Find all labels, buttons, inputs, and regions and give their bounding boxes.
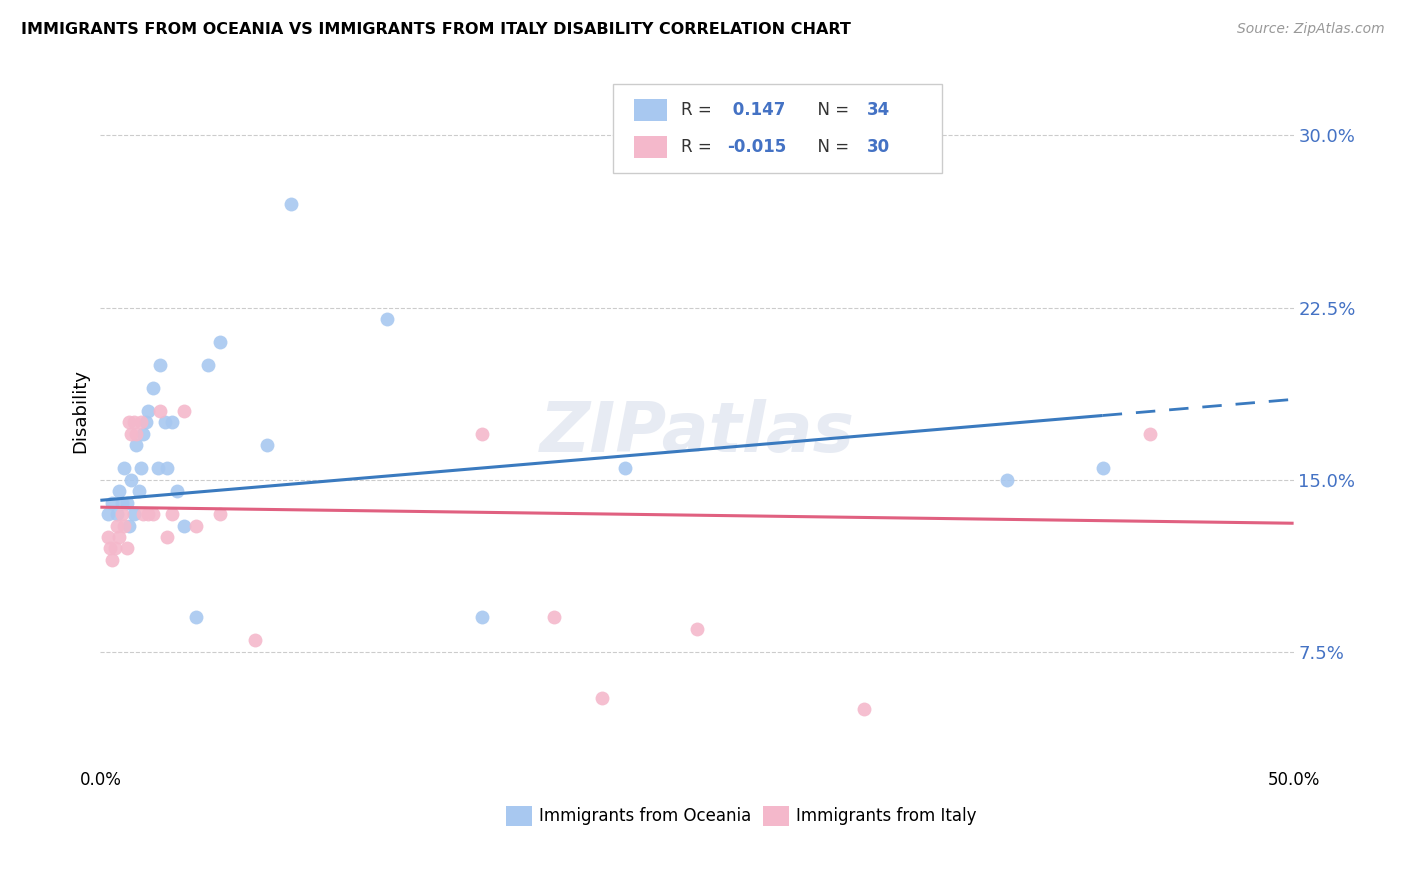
Point bbox=[184, 610, 207, 624]
Point bbox=[98, 541, 121, 556]
Point bbox=[197, 358, 219, 372]
Point bbox=[105, 518, 128, 533]
Text: ZIPatlas: ZIPatlas bbox=[540, 399, 855, 466]
Point bbox=[112, 461, 135, 475]
Point bbox=[115, 495, 138, 509]
Point bbox=[101, 553, 124, 567]
Text: R =: R = bbox=[682, 101, 717, 119]
Point bbox=[132, 507, 155, 521]
Point bbox=[1091, 461, 1114, 475]
Text: Immigrants from Italy: Immigrants from Italy bbox=[796, 806, 977, 824]
Point bbox=[136, 507, 159, 521]
Point bbox=[142, 381, 165, 395]
Text: Source: ZipAtlas.com: Source: ZipAtlas.com bbox=[1237, 22, 1385, 37]
Point bbox=[149, 404, 172, 418]
Point bbox=[129, 415, 152, 429]
Text: -0.015: -0.015 bbox=[727, 138, 786, 156]
Point bbox=[118, 518, 141, 533]
Point bbox=[156, 461, 179, 475]
Point bbox=[108, 484, 131, 499]
Point bbox=[153, 415, 176, 429]
Point bbox=[160, 507, 183, 521]
Point bbox=[375, 312, 398, 326]
Point bbox=[128, 484, 150, 499]
Point bbox=[115, 541, 138, 556]
Point bbox=[471, 426, 494, 441]
Point bbox=[280, 197, 302, 211]
FancyBboxPatch shape bbox=[634, 99, 668, 120]
Point bbox=[256, 438, 278, 452]
Point bbox=[245, 633, 267, 648]
Point bbox=[112, 518, 135, 533]
Y-axis label: Disability: Disability bbox=[72, 368, 89, 453]
Point bbox=[146, 461, 169, 475]
FancyBboxPatch shape bbox=[506, 805, 533, 825]
Text: N =: N = bbox=[807, 101, 853, 119]
Text: 0.147: 0.147 bbox=[727, 101, 785, 119]
Point bbox=[122, 507, 145, 521]
Point bbox=[156, 530, 179, 544]
Point bbox=[160, 415, 183, 429]
Point bbox=[471, 610, 494, 624]
Point bbox=[108, 530, 131, 544]
Text: IMMIGRANTS FROM OCEANIA VS IMMIGRANTS FROM ITALY DISABILITY CORRELATION CHART: IMMIGRANTS FROM OCEANIA VS IMMIGRANTS FR… bbox=[21, 22, 851, 37]
FancyBboxPatch shape bbox=[634, 136, 668, 158]
Point bbox=[118, 415, 141, 429]
Point bbox=[135, 415, 157, 429]
Point bbox=[591, 690, 613, 705]
Point bbox=[101, 495, 124, 509]
Text: 30: 30 bbox=[866, 138, 890, 156]
Point bbox=[125, 438, 148, 452]
Point bbox=[129, 461, 152, 475]
Point bbox=[166, 484, 188, 499]
Text: R =: R = bbox=[682, 138, 717, 156]
Point bbox=[686, 622, 709, 636]
Point bbox=[125, 426, 148, 441]
Point bbox=[111, 495, 134, 509]
Point bbox=[173, 404, 195, 418]
Point bbox=[184, 518, 207, 533]
Point bbox=[105, 507, 128, 521]
Point bbox=[120, 473, 142, 487]
Point bbox=[149, 358, 172, 372]
FancyBboxPatch shape bbox=[762, 805, 789, 825]
Point bbox=[614, 461, 637, 475]
Point bbox=[104, 541, 127, 556]
Point bbox=[208, 507, 231, 521]
Point bbox=[122, 415, 145, 429]
Point bbox=[853, 702, 876, 716]
Point bbox=[96, 507, 118, 521]
Point bbox=[96, 530, 118, 544]
Text: N =: N = bbox=[807, 138, 853, 156]
Point bbox=[120, 426, 142, 441]
Point bbox=[543, 610, 565, 624]
Point bbox=[995, 473, 1018, 487]
Point bbox=[173, 518, 195, 533]
Point bbox=[111, 507, 134, 521]
Point bbox=[142, 507, 165, 521]
Point bbox=[132, 426, 155, 441]
Text: 34: 34 bbox=[866, 101, 890, 119]
Text: Immigrants from Oceania: Immigrants from Oceania bbox=[540, 806, 752, 824]
Point bbox=[208, 334, 231, 349]
FancyBboxPatch shape bbox=[613, 84, 942, 172]
Point bbox=[1139, 426, 1161, 441]
Point bbox=[136, 404, 159, 418]
